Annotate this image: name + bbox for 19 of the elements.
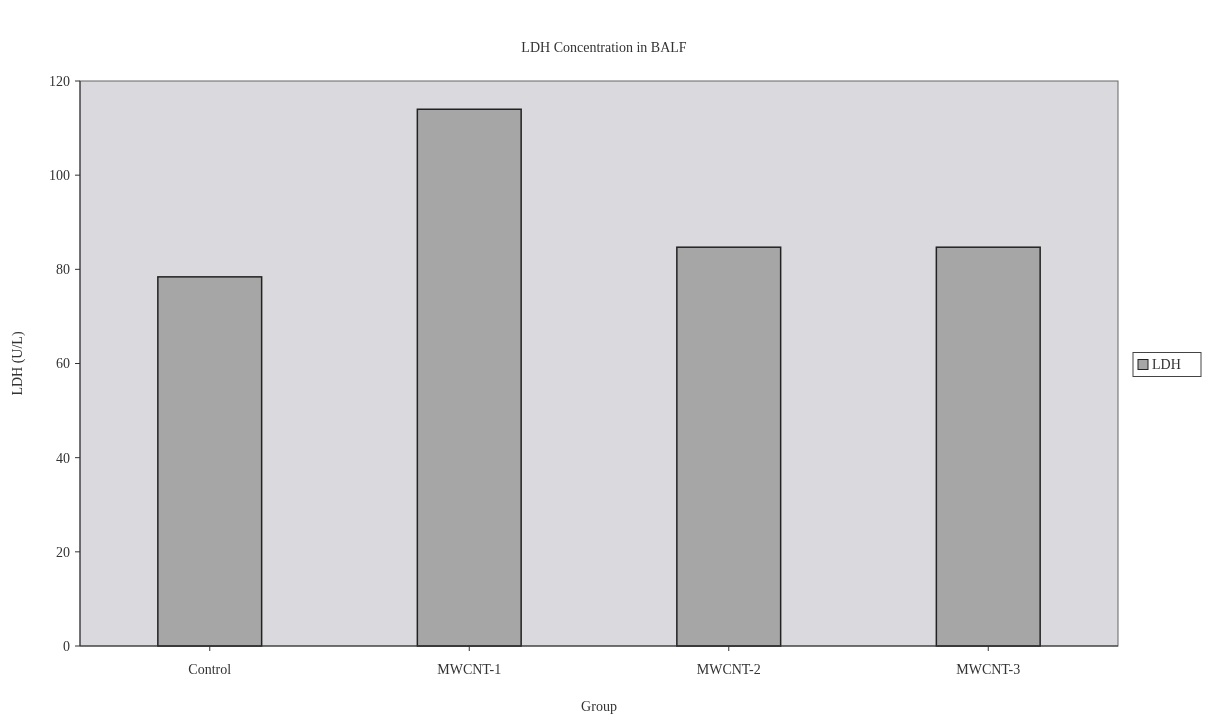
y-tick-label: 40	[56, 450, 70, 466]
y-tick-label: 120	[49, 73, 70, 89]
legend-label: LDH	[1152, 357, 1181, 373]
x-tick-label: MWCNT-2	[696, 662, 761, 677]
bar	[676, 246, 782, 647]
y-tick-label: 20	[56, 544, 70, 560]
y-tick-label: 60	[56, 356, 70, 372]
y-tick-label: 100	[49, 168, 70, 184]
y-axis-title: LDH (U/L)	[10, 331, 26, 396]
chart-title: LDH Concentration in BALF	[521, 40, 687, 55]
x-tick-label: Control	[188, 662, 232, 677]
y-tick-label: 0	[63, 638, 70, 654]
x-tick-label: MWCNT-1	[437, 662, 502, 677]
bar	[935, 246, 1041, 647]
y-tick-label: 80	[56, 262, 70, 278]
x-tick-label: MWCNT-3	[956, 662, 1021, 677]
x-axis-title: Group	[581, 699, 617, 714]
bar	[157, 276, 263, 647]
bar	[416, 108, 522, 647]
